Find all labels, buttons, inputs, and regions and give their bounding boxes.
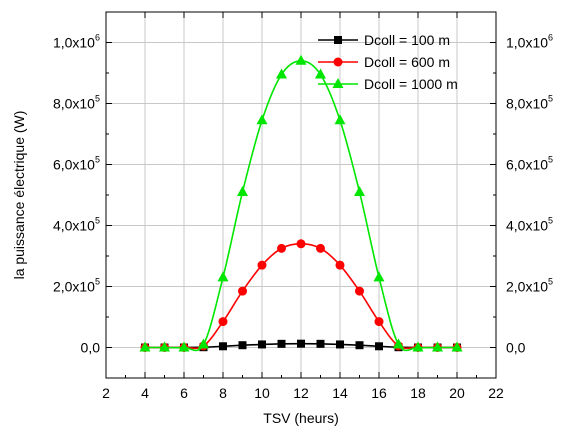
data-point [393, 338, 404, 349]
y-tick-label-left: 2,0x105 [53, 277, 100, 295]
data-point [276, 68, 287, 79]
data-point [412, 341, 424, 352]
y-tick-label-left: 0,0 [81, 340, 101, 356]
legend-marker [333, 57, 343, 67]
data-point [295, 54, 307, 65]
data-point [258, 340, 266, 349]
data-point [355, 341, 364, 350]
x-tick-label: 10 [254, 385, 270, 401]
data-point [335, 260, 345, 270]
data-point [315, 68, 326, 79]
data-point [334, 114, 346, 125]
series-layer [139, 54, 463, 352]
data-point [451, 341, 463, 352]
legend-label: Dcoll = 1000 m [364, 76, 458, 92]
data-point [277, 339, 286, 348]
data-point [316, 339, 325, 348]
x-tick-label: 14 [332, 385, 348, 401]
x-tick-label: 16 [371, 385, 387, 401]
y-tick-label-right: 1,0x106 [506, 33, 553, 51]
data-point [238, 341, 247, 350]
data-point [256, 114, 268, 125]
series-3 [139, 54, 463, 352]
x-tick-label: 22 [488, 385, 504, 401]
data-point [297, 339, 305, 348]
data-point [373, 271, 385, 282]
data-point [336, 340, 344, 349]
y-axis-title: la puissance électrique (W) [11, 111, 27, 280]
x-tick-label: 18 [410, 385, 426, 401]
y-tick-label-right: 4,0x105 [506, 216, 553, 234]
data-point [374, 317, 384, 327]
x-tick-label: 6 [180, 385, 188, 401]
data-point [355, 286, 364, 296]
y-tick-label-left: 4,0x105 [53, 216, 100, 234]
data-point [237, 185, 248, 196]
data-point [139, 341, 151, 352]
ticks [105, 11, 497, 378]
x-tick-label: 20 [449, 385, 465, 401]
y-tick-label-right: 2,0x105 [506, 277, 553, 295]
data-point [219, 342, 227, 351]
data-point [257, 260, 267, 270]
y-tick-label-left: 6,0x105 [53, 155, 100, 173]
x-tick-label: 8 [219, 385, 227, 401]
data-point [217, 271, 229, 282]
data-point [159, 341, 170, 352]
legend-marker [334, 36, 342, 44]
legend-label: Dcoll = 100 m [364, 32, 450, 48]
y-tick-label-left: 1,0x106 [53, 33, 100, 51]
tick-labels: 2 4 6 8 10 12 14 16 18 20 22 0,0 0,0 2,0x105 2,0x105 4,… [53, 33, 553, 402]
data-point [354, 185, 365, 196]
x-tick-label: 4 [141, 385, 149, 401]
y-tick-label-right: 0,0 [506, 340, 526, 356]
y-tick-label-right: 6,0x105 [506, 155, 553, 173]
legend-marker [332, 78, 344, 88]
x-tick-label: 12 [293, 385, 309, 401]
data-point [198, 338, 209, 349]
y-tick-label-right: 8,0x105 [506, 94, 553, 112]
x-axis-title: TSV (heurs) [263, 410, 338, 426]
y-tick-label-left: 8,0x105 [53, 94, 100, 112]
data-point [277, 243, 286, 253]
data-point [316, 243, 325, 253]
data-point [238, 286, 247, 296]
data-point [296, 239, 306, 249]
data-point [432, 341, 443, 352]
x-tick-label: 2 [102, 385, 110, 401]
legend-label: Dcoll = 600 m [364, 54, 450, 70]
grid [106, 12, 496, 378]
data-point [218, 317, 228, 327]
legend: Dcoll = 100 m Dcoll = 600 m Dcoll = 1000 m [318, 32, 458, 92]
data-point [375, 342, 383, 351]
data-point [178, 341, 190, 352]
